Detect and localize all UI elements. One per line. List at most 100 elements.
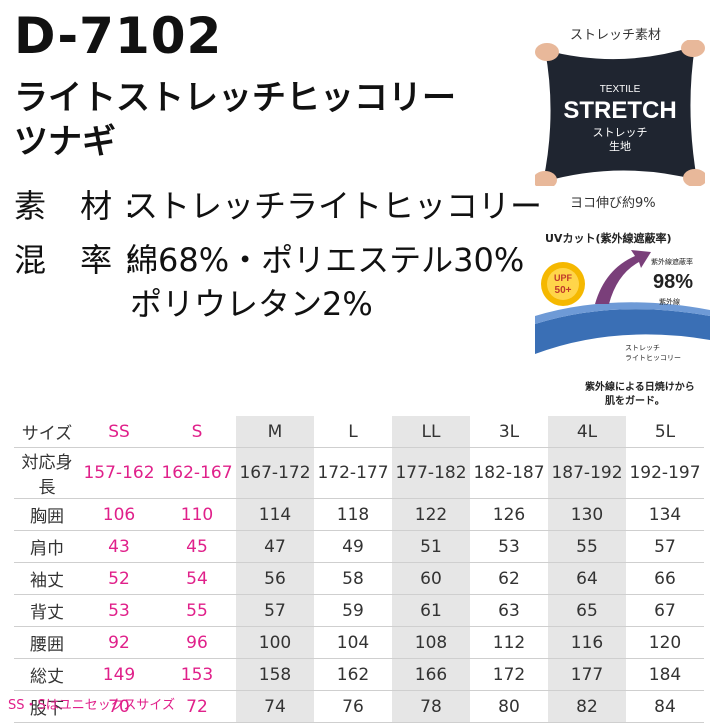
size-header-row: サイズ SS S M L LL 3L 4L 5L <box>14 416 704 448</box>
table-cell: 62 <box>470 562 548 595</box>
fabric-text-textile: TEXTILE <box>600 84 641 95</box>
table-row: 股下 70 72 74 76 78 80 82 84 <box>14 690 704 723</box>
uv-cut-graphic: UPF 50+ 紫外線遮蔽率 98% 紫外線 ストレッチ ライトヒッコリー <box>535 250 710 362</box>
uv-note-1: 紫外線による日焼けから <box>585 382 695 393</box>
upf-badge-line2: 50+ <box>555 285 572 296</box>
table-cell: 134 <box>626 498 704 531</box>
table-cell: 57 <box>626 530 704 563</box>
row-label: 袖丈 <box>14 562 80 595</box>
table-cell: 55 <box>158 594 236 627</box>
table-cell: 74 <box>236 690 314 723</box>
table-cell: 177 <box>548 658 626 691</box>
row-label: 対応身長 <box>14 447 80 499</box>
size-header-cell: SS <box>80 416 158 448</box>
row-label: 胸囲 <box>14 498 80 531</box>
table-cell: 80 <box>470 690 548 723</box>
table-cell: 53 <box>470 530 548 563</box>
table-cell: 49 <box>314 530 392 563</box>
table-cell: 60 <box>392 562 470 595</box>
table-cell: 64 <box>548 562 626 595</box>
fabric-text-kiji: 生地 <box>609 139 631 153</box>
spec-material-label: 素 材: <box>14 187 147 225</box>
table-cell: 57 <box>236 594 314 627</box>
spec-blend-label: 混 率: <box>14 241 147 279</box>
table-cell: 52 <box>80 562 158 595</box>
spec-blend-value: 綿68%・ポリエステル30% <box>126 241 525 279</box>
stretch-caption: ストレッチ素材 <box>570 28 662 43</box>
table-cell: 108 <box>392 626 470 659</box>
fabric-layer-icon <box>535 309 710 354</box>
product-code: D-7102 <box>14 7 223 65</box>
table-cell: 63 <box>470 594 548 627</box>
table-cell: 153 <box>158 658 236 691</box>
size-header-cell: M <box>236 416 314 448</box>
row-label: 肩巾 <box>14 530 80 563</box>
table-cell: 126 <box>470 498 548 531</box>
table-row: 肩巾 43 45 47 49 51 53 55 57 <box>14 530 704 563</box>
table-cell: 82 <box>548 690 626 723</box>
table-cell: 76 <box>314 690 392 723</box>
table-cell: 56 <box>236 562 314 595</box>
table-row: 腰囲 92 96 100 104 108 112 116 120 <box>14 626 704 659</box>
spec-material: 素 材:ストレッチライトヒッコリー <box>14 186 542 226</box>
table-cell: 106 <box>80 498 158 531</box>
table-cell: 192-197 <box>626 447 704 499</box>
uv-rate-label: 紫外線遮蔽率 <box>651 257 693 266</box>
size-header-cell: L <box>314 416 392 448</box>
table-cell: 114 <box>236 498 314 531</box>
yoko-stretch-caption: ヨコ伸び約9% <box>570 196 656 211</box>
fabric-text-stretch-jp: ストレッチ <box>593 126 648 139</box>
row-label: 腰囲 <box>14 626 80 659</box>
size-table: サイズ SS S M L LL 3L 4L 5L 対応身長 157-162 162-167 167-17… <box>14 416 704 723</box>
table-cell: 184 <box>626 658 704 691</box>
table-cell: 166 <box>392 658 470 691</box>
table-row: 袖丈 52 54 56 58 60 62 64 66 <box>14 562 704 595</box>
table-cell: 116 <box>548 626 626 659</box>
table-cell: 172-177 <box>314 447 392 499</box>
spec-material-value: ストレッチライトヒッコリー <box>126 187 543 225</box>
table-cell: 158 <box>236 658 314 691</box>
unisex-note: SS・Sはユニセックスサイズ <box>8 698 175 713</box>
table-cell: 70 <box>80 690 158 723</box>
table-cell: 58 <box>314 562 392 595</box>
size-header-cell: LL <box>392 416 470 448</box>
table-cell: 110 <box>158 498 236 531</box>
table-cell: 84 <box>626 690 704 723</box>
table-row: 背丈 53 55 57 59 61 63 65 67 <box>14 594 704 627</box>
row-label: 総丈 <box>14 658 80 691</box>
product-name-line2: ツナギ <box>14 122 116 162</box>
fabric-label-1: ストレッチ <box>625 344 660 352</box>
table-cell: 47 <box>236 530 314 563</box>
table-row: 総丈 149 153 158 162 166 172 177 184 <box>14 658 704 691</box>
table-cell: 177-182 <box>392 447 470 499</box>
table-cell: 92 <box>80 626 158 659</box>
size-header-cell: 5L <box>626 416 704 448</box>
size-header-cell: S <box>158 416 236 448</box>
spec-blend-value-2: ポリウレタン2% <box>130 285 373 323</box>
table-cell: 130 <box>548 498 626 531</box>
table-cell: 162 <box>314 658 392 691</box>
product-name-line1: ライトストレッチヒッコリー <box>14 78 456 118</box>
table-cell: 100 <box>236 626 314 659</box>
uv-reflect-arrow-icon <box>595 250 651 304</box>
table-cell: 157-162 <box>80 447 158 499</box>
table-cell: 118 <box>314 498 392 531</box>
table-cell: 149 <box>80 658 158 691</box>
table-cell: 43 <box>80 530 158 563</box>
table-cell: 167-172 <box>236 447 314 499</box>
row-label: 背丈 <box>14 594 80 627</box>
table-cell: 59 <box>314 594 392 627</box>
table-cell: 182-187 <box>470 447 548 499</box>
table-cell: 120 <box>626 626 704 659</box>
table-cell: 51 <box>392 530 470 563</box>
table-cell: 45 <box>158 530 236 563</box>
table-cell: 67 <box>626 594 704 627</box>
uv-rate-value: 98% <box>653 271 693 293</box>
upf-badge-line1: UPF <box>554 273 573 283</box>
table-cell: 172 <box>470 658 548 691</box>
table-cell: 61 <box>392 594 470 627</box>
table-cell: 187-192 <box>548 447 626 499</box>
uv-title: UVカット(紫外線遮蔽率) <box>545 232 672 245</box>
table-cell: 162-167 <box>158 447 236 499</box>
table-cell: 96 <box>158 626 236 659</box>
